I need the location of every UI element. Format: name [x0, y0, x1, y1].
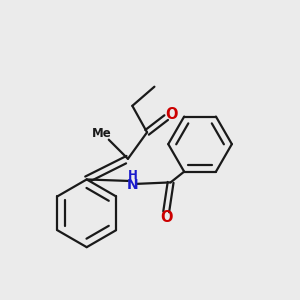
Text: Me: Me [92, 127, 111, 140]
Text: O: O [165, 107, 178, 122]
Text: N: N [127, 178, 138, 192]
Text: H: H [128, 169, 137, 182]
Text: O: O [160, 210, 172, 225]
